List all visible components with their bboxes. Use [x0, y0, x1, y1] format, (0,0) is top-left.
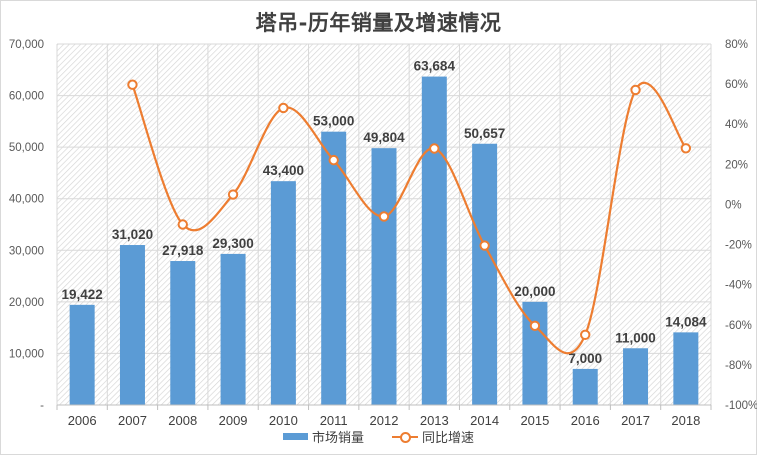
legend-item-sales[interactable]: 市场销量	[282, 427, 364, 446]
svg-text:50,000: 50,000	[9, 142, 44, 154]
bar	[270, 181, 296, 405]
bar	[623, 348, 649, 405]
svg-text:-80%: -80%	[725, 360, 752, 372]
growth-markers	[127, 79, 692, 341]
marker	[529, 320, 541, 331]
marker	[378, 211, 390, 222]
svg-text:60%: 60%	[725, 79, 748, 91]
svg-text:-60%: -60%	[725, 320, 752, 332]
line-marker-swatch-icon	[392, 431, 418, 443]
marker	[328, 154, 339, 166]
bar	[421, 76, 447, 406]
svg-text:40%: 40%	[725, 119, 748, 131]
bar-swatch-icon	[282, 433, 308, 440]
bar	[119, 245, 145, 405]
chart-title: 塔吊-历年销量及增速情况	[255, 11, 502, 35]
svg-text:-: -	[40, 400, 44, 412]
data-label: 7,000	[568, 351, 602, 366]
marker	[630, 84, 641, 96]
marker	[429, 143, 440, 154]
svg-text:20,000: 20,000	[9, 297, 44, 309]
svg-text:40,000: 40,000	[9, 194, 44, 206]
right-axis: -100% -80% -60% -40% -20% 0% 20% 40% 60% 80%	[725, 39, 757, 412]
marker	[479, 240, 490, 251]
svg-text:2014: 2014	[470, 413, 499, 428]
svg-text:10,000: 10,000	[9, 348, 44, 360]
svg-text:70,000: 70,000	[9, 39, 44, 51]
data-label: 63,684	[414, 59, 456, 74]
marker	[177, 219, 188, 230]
data-label: 49,804	[363, 130, 405, 145]
svg-text:2006: 2006	[68, 413, 97, 428]
bar	[572, 368, 598, 405]
svg-text:2011: 2011	[320, 413, 348, 428]
marker	[680, 143, 692, 154]
left-axis: - 10,000 20,000 30,000 40,000 50,000 60,000 70,…	[9, 39, 44, 412]
svg-text:2009: 2009	[219, 413, 248, 428]
x-axis: 2006 2007 2008 2009 2010 2011 2012 2013 2014 2015…	[56, 404, 712, 428]
bar	[220, 253, 246, 405]
bar	[170, 261, 196, 405]
marker	[227, 189, 239, 200]
bar	[321, 131, 347, 405]
svg-text:2016: 2016	[571, 413, 600, 428]
data-label: 31,020	[112, 227, 153, 242]
marker	[127, 79, 138, 90]
bar-series	[69, 76, 699, 406]
marker	[580, 329, 591, 341]
data-label: 20,000	[514, 284, 555, 299]
svg-text:60,000: 60,000	[9, 91, 44, 103]
legend-label: 市场销量	[311, 431, 364, 446]
svg-text:-40%: -40%	[725, 280, 752, 292]
data-label: 14,084	[665, 314, 707, 329]
data-label: 43,400	[263, 163, 304, 178]
bar	[522, 301, 548, 405]
bar-data-labels: 19,422 31,020 27,918 29,300 43,400 53,000 49,8…	[62, 59, 707, 366]
svg-text:2017: 2017	[621, 413, 650, 428]
svg-text:-100%: -100%	[725, 400, 757, 412]
bar	[371, 148, 397, 405]
legend: 市场销量 同比增速	[0, 427, 757, 446]
bar	[69, 304, 95, 405]
svg-text:2013: 2013	[420, 413, 449, 428]
svg-text:30,000: 30,000	[9, 245, 44, 257]
data-label: 50,657	[464, 126, 505, 141]
svg-text:0%: 0%	[725, 199, 742, 211]
svg-text:2012: 2012	[370, 413, 399, 428]
data-label: 53,000	[313, 114, 354, 129]
svg-text:2018: 2018	[671, 413, 700, 428]
data-label: 11,000	[615, 330, 656, 345]
svg-text:2015: 2015	[520, 413, 549, 428]
svg-text:20%: 20%	[725, 159, 748, 171]
data-label: 29,300	[212, 236, 253, 251]
bar	[472, 143, 498, 405]
svg-text:2007: 2007	[118, 413, 147, 428]
data-label: 19,422	[62, 287, 103, 302]
growth-line	[131, 81, 687, 355]
data-label: 27,918	[162, 243, 204, 258]
legend-item-growth[interactable]: 同比增速	[392, 427, 474, 446]
bar	[673, 332, 699, 405]
svg-text:80%: 80%	[725, 39, 748, 51]
marker	[278, 102, 289, 114]
svg-text:2008: 2008	[168, 413, 197, 428]
svg-text:-20%: -20%	[725, 240, 752, 252]
svg-text:2010: 2010	[269, 413, 298, 428]
legend-label: 同比增速	[422, 431, 475, 446]
